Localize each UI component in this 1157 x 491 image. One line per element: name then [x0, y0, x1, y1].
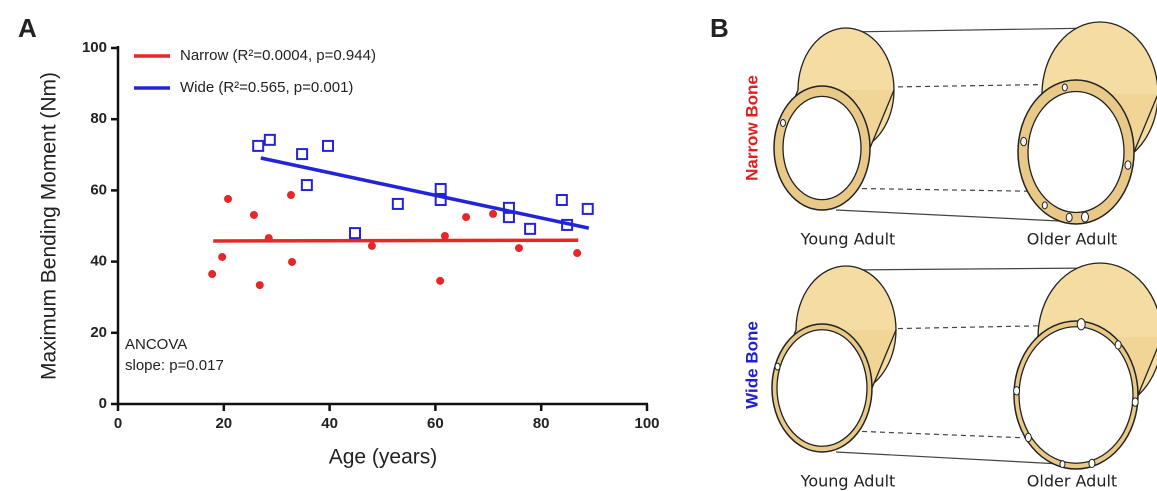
point — [573, 249, 582, 258]
point — [249, 210, 258, 219]
point — [524, 222, 537, 235]
panel-label: A — [18, 13, 37, 43]
point — [434, 194, 447, 207]
point — [489, 209, 498, 218]
point — [255, 281, 264, 290]
column-label: Older Adult — [1027, 230, 1117, 249]
point — [263, 133, 276, 146]
connector — [845, 267, 1099, 271]
y-tick-label: 80 — [90, 110, 107, 127]
panel-label: B — [710, 13, 729, 43]
point — [555, 194, 568, 207]
x-tick-label: 80 — [533, 415, 550, 432]
y-tick-label: 40 — [90, 253, 107, 270]
point — [502, 211, 515, 224]
y-tick-label: 60 — [90, 181, 107, 198]
point — [514, 244, 523, 253]
pore — [1131, 397, 1139, 407]
point — [286, 191, 295, 200]
pore — [1124, 160, 1132, 170]
annotation: slope: p=0.017 — [125, 357, 224, 374]
annotation: ANCOVA — [125, 336, 187, 353]
point — [581, 202, 594, 215]
pore — [774, 362, 781, 371]
bone-canal — [776, 329, 868, 447]
column-label: Young Adult — [800, 230, 896, 249]
point — [218, 252, 227, 261]
point — [348, 227, 361, 240]
bone-edge — [871, 329, 897, 389]
point — [561, 218, 574, 231]
point — [436, 276, 445, 285]
bone-canal — [1027, 90, 1125, 214]
x-tick-label: 0 — [114, 415, 122, 432]
bone-edge — [1133, 94, 1157, 153]
point — [300, 179, 313, 192]
pore — [1013, 386, 1021, 396]
point — [440, 231, 449, 240]
pore — [1088, 458, 1096, 469]
legend-label: Wide (R²=0.565, p=0.001) — [180, 79, 353, 96]
pore — [1076, 318, 1086, 331]
x-tick-label: 40 — [321, 415, 338, 432]
x-tick-label: 20 — [215, 415, 232, 432]
point — [288, 257, 297, 266]
pore — [1041, 201, 1048, 210]
point — [252, 139, 265, 152]
row-label: Narrow Bone — [742, 75, 761, 181]
bone-diagram — [771, 21, 1157, 470]
connector — [825, 83, 1081, 89]
pore — [1059, 460, 1066, 469]
pore — [1061, 83, 1068, 92]
pore — [1114, 340, 1122, 350]
legend-label: Narrow (R²=0.0004, p=0.944) — [180, 47, 376, 64]
y-tick-label: 0 — [99, 395, 107, 412]
x-tick-label: 100 — [634, 415, 659, 432]
pore — [1065, 212, 1073, 223]
y-axis-label: Maximum Bending Moment (Nm) — [38, 72, 61, 380]
bone-edge — [1137, 347, 1157, 396]
point — [367, 241, 376, 250]
pore — [1024, 432, 1032, 443]
bone-edge — [869, 89, 895, 149]
fit-line — [213, 238, 579, 243]
connector — [845, 27, 1099, 33]
connector — [835, 451, 1081, 466]
point — [296, 148, 309, 161]
pore — [779, 118, 786, 127]
point — [224, 194, 233, 203]
bone-canal — [782, 95, 862, 201]
pore — [1081, 211, 1090, 223]
point — [391, 197, 404, 210]
y-tick-label: 100 — [82, 39, 107, 56]
point — [264, 234, 273, 243]
row-label: Wide Bone — [742, 321, 761, 409]
fit-line — [260, 156, 590, 230]
y-tick-label: 20 — [90, 324, 107, 341]
point — [434, 182, 447, 195]
point — [322, 139, 335, 152]
connector — [835, 209, 1081, 223]
x-axis-label: Age (years) — [329, 446, 438, 469]
point — [208, 270, 217, 279]
bone-canal — [1018, 326, 1134, 464]
column-label: Young Adult — [800, 472, 896, 491]
connector — [825, 324, 1081, 331]
column-label: Older Adult — [1027, 472, 1117, 491]
point — [462, 213, 471, 222]
x-tick-label: 60 — [427, 415, 444, 432]
pore — [1020, 136, 1028, 147]
